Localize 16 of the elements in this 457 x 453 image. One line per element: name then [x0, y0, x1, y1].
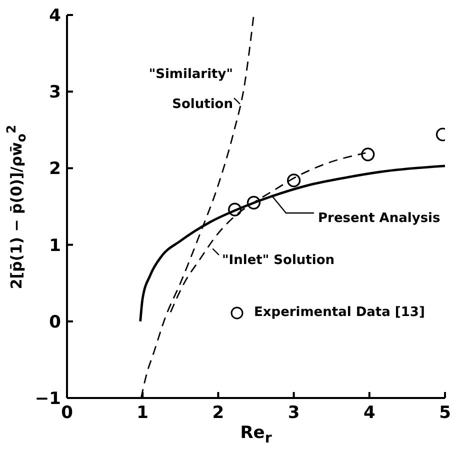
series-label: "Similarity" Solution	[148, 66, 233, 114]
y-tick-label: 4	[49, 6, 62, 26]
y-tick-label: 2	[49, 159, 61, 180]
x-tick-label: 1	[136, 403, 149, 424]
text: Present Analysis	[318, 210, 440, 228]
x-tick-label: 3	[288, 403, 300, 424]
legend-label: Experimental Data [13]	[254, 305, 425, 320]
y-tick-label: 0	[49, 312, 62, 332]
x-tick-label: 5	[439, 403, 451, 424]
x-tick-label: 4	[363, 403, 376, 424]
y-tick-label: 3	[49, 82, 61, 103]
y-tick-label: −1	[34, 389, 61, 410]
legend-label: "Inlet" Solution	[222, 252, 335, 270]
x-axis-title: Re$_{r}$	[240, 423, 272, 446]
y-tick-label: 1	[49, 236, 61, 256]
x-tick-label: 2	[212, 403, 224, 424]
